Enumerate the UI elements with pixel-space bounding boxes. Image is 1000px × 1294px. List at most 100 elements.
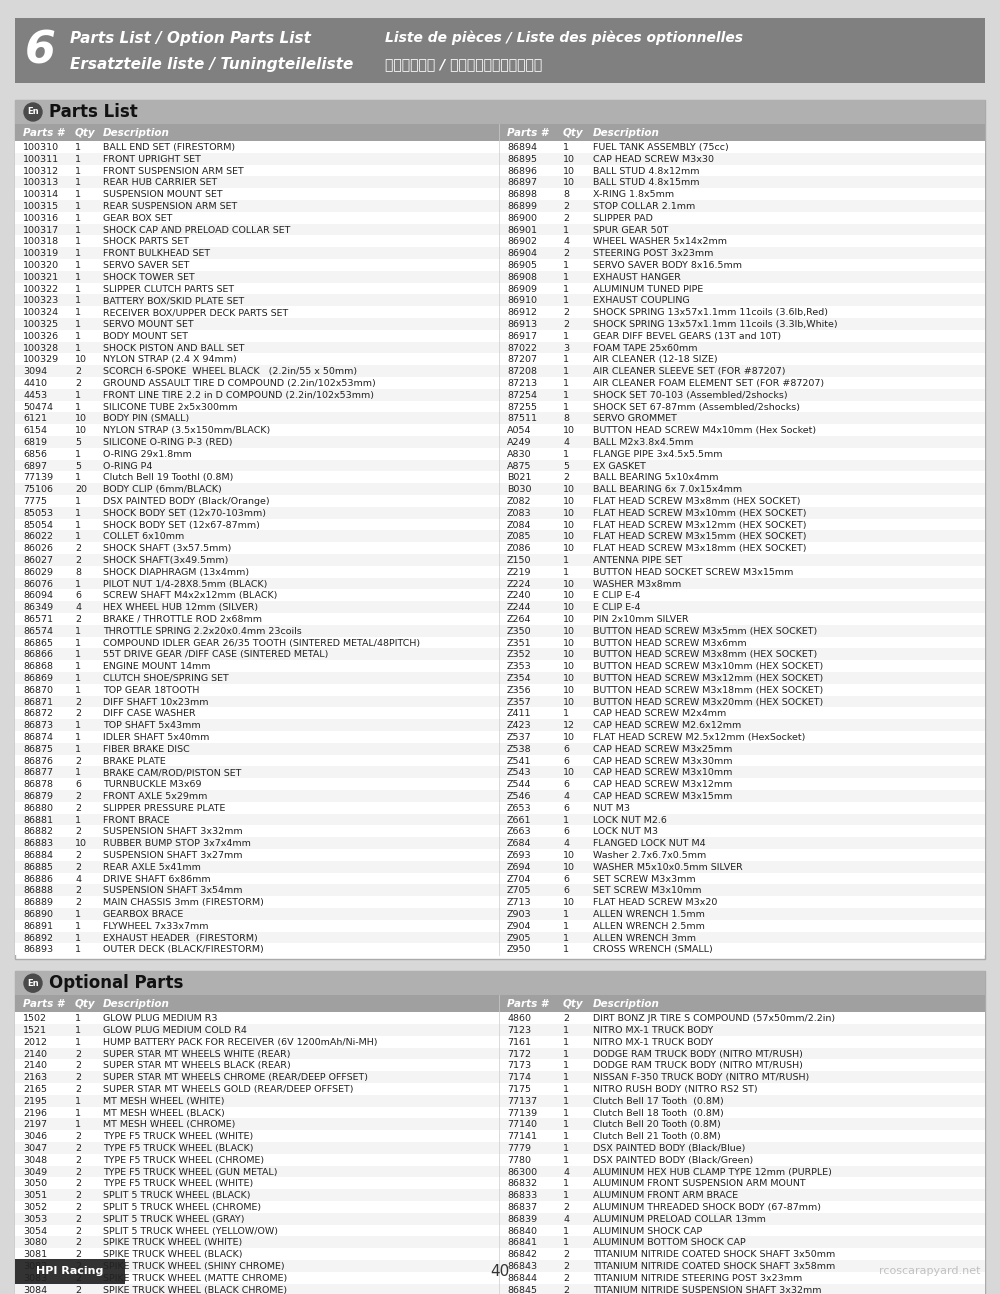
Text: B021: B021	[507, 474, 531, 483]
Bar	[15, 1212, 985, 1224]
Text: 86899: 86899	[507, 202, 537, 211]
Text: 1: 1	[563, 261, 569, 270]
Bar	[15, 176, 985, 188]
Bar	[15, 577, 985, 589]
Text: 1: 1	[75, 721, 81, 730]
Bar	[15, 837, 985, 849]
Text: Z704: Z704	[507, 875, 532, 884]
Text: FRONT BRACE: FRONT BRACE	[103, 815, 170, 824]
Text: SHOCK TOWER SET: SHOCK TOWER SET	[103, 273, 195, 282]
Text: TOP SHAFT 5x43mm: TOP SHAFT 5x43mm	[103, 721, 201, 730]
Text: CAP HEAD SCREW M3x30mm: CAP HEAD SCREW M3x30mm	[593, 757, 732, 766]
Text: CAP HEAD SCREW M3x30: CAP HEAD SCREW M3x30	[593, 155, 714, 164]
Text: 10: 10	[563, 509, 575, 518]
Bar	[15, 802, 985, 814]
Text: WASHER M3x8mm: WASHER M3x8mm	[593, 580, 681, 589]
Text: REAR HUB CARRIER SET: REAR HUB CARRIER SET	[103, 179, 217, 188]
Text: 6: 6	[563, 757, 569, 766]
Text: Description: Description	[103, 999, 170, 1009]
Bar	[15, 814, 985, 826]
Text: 1: 1	[563, 1038, 569, 1047]
Bar	[15, 236, 985, 247]
Text: IDLER SHAFT 5x40mm: IDLER SHAFT 5x40mm	[103, 732, 209, 741]
Text: MT MESH WHEEL (BLACK): MT MESH WHEEL (BLACK)	[103, 1109, 225, 1118]
Text: SLIPPER PRESSURE PLATE: SLIPPER PRESSURE PLATE	[103, 804, 225, 813]
Text: Clutch Bell 20 Tooth (0.8M): Clutch Bell 20 Tooth (0.8M)	[593, 1121, 721, 1130]
Text: 1: 1	[563, 1097, 569, 1106]
Text: Z411: Z411	[507, 709, 532, 718]
Text: 86574: 86574	[23, 626, 53, 635]
Text: Z351: Z351	[507, 639, 532, 647]
Text: 87208: 87208	[507, 367, 537, 377]
Text: 10: 10	[563, 155, 575, 164]
Text: E CLIP E-4: E CLIP E-4	[593, 591, 640, 600]
Text: Z544: Z544	[507, 780, 532, 789]
Text: 86076: 86076	[23, 580, 53, 589]
Text: 1: 1	[563, 1049, 569, 1058]
Text: 4: 4	[563, 1215, 569, 1224]
Text: 1: 1	[563, 1238, 569, 1247]
Text: SERVO SAVER SET: SERVO SAVER SET	[103, 261, 189, 270]
Text: 86839: 86839	[507, 1215, 537, 1224]
Text: 1: 1	[563, 556, 569, 565]
Bar	[15, 100, 985, 959]
Text: BODY MOUNT SET: BODY MOUNT SET	[103, 331, 188, 340]
Bar	[15, 1259, 125, 1284]
Text: 4: 4	[75, 603, 81, 612]
Bar	[15, 1178, 985, 1189]
Text: Parts #: Parts #	[23, 128, 64, 137]
Text: 12: 12	[563, 721, 575, 730]
Text: 10: 10	[563, 686, 575, 695]
Bar	[15, 625, 985, 637]
Text: 87207: 87207	[507, 356, 537, 365]
Text: 10: 10	[563, 651, 575, 660]
Text: 1: 1	[75, 144, 81, 151]
Text: 6897: 6897	[23, 462, 47, 471]
Text: 86841: 86841	[507, 1238, 537, 1247]
Text: O-RING 29x1.8mm: O-RING 29x1.8mm	[103, 450, 192, 459]
Text: 100318: 100318	[23, 237, 59, 246]
Text: 1: 1	[563, 379, 569, 388]
Text: 1: 1	[563, 296, 569, 305]
Text: Z085: Z085	[507, 532, 532, 541]
Text: BALL END SET (FIRESTORM): BALL END SET (FIRESTORM)	[103, 144, 235, 151]
Text: 1: 1	[563, 709, 569, 718]
Text: 2: 2	[75, 1203, 81, 1212]
Text: 6: 6	[25, 28, 56, 72]
Text: SCORCH 6-SPOKE  WHEEL BLACK   (2.2in/55 x 50mm): SCORCH 6-SPOKE WHEEL BLACK (2.2in/55 x 5…	[103, 367, 357, 377]
Text: 4410: 4410	[23, 379, 47, 388]
Text: SHOCK SHAFT (3x57.5mm): SHOCK SHAFT (3x57.5mm)	[103, 545, 231, 554]
Bar	[15, 637, 985, 648]
Text: 10: 10	[75, 840, 87, 848]
Text: 86349: 86349	[23, 603, 53, 612]
Text: 86027: 86027	[23, 556, 53, 565]
Bar	[15, 660, 985, 672]
Text: SHOCK CAP AND PRELOAD COLLAR SET: SHOCK CAP AND PRELOAD COLLAR SET	[103, 225, 290, 234]
Text: NISSAN F-350 TRUCK BODY (NITRO MT/RUSH): NISSAN F-350 TRUCK BODY (NITRO MT/RUSH)	[593, 1073, 809, 1082]
Text: 10: 10	[563, 485, 575, 494]
Bar	[15, 719, 985, 731]
Text: 1: 1	[75, 261, 81, 270]
Text: Optional Parts: Optional Parts	[49, 974, 183, 992]
Bar	[15, 1024, 985, 1035]
Text: RUBBER BUMP STOP 3x7x4mm: RUBBER BUMP STOP 3x7x4mm	[103, 840, 251, 848]
Text: 2: 2	[75, 1250, 81, 1259]
Text: 8: 8	[563, 414, 569, 423]
Text: SERVO MOUNT SET: SERVO MOUNT SET	[103, 320, 194, 329]
Text: Z693: Z693	[507, 851, 532, 861]
Text: HEX WHEEL HUB 12mm (SILVER): HEX WHEEL HUB 12mm (SILVER)	[103, 603, 258, 612]
Text: 2: 2	[75, 1215, 81, 1224]
Text: 86094: 86094	[23, 591, 53, 600]
Text: 100316: 100316	[23, 214, 59, 223]
Text: 2165: 2165	[23, 1084, 47, 1093]
Text: A875: A875	[507, 462, 532, 471]
Text: GLOW PLUG MEDIUM R3: GLOW PLUG MEDIUM R3	[103, 1014, 218, 1024]
Text: SUSPENSION SHAFT 3x27mm: SUSPENSION SHAFT 3x27mm	[103, 851, 242, 861]
Text: 1: 1	[75, 474, 81, 483]
Bar	[15, 212, 985, 224]
Text: A249: A249	[507, 437, 532, 446]
Text: 1: 1	[75, 167, 81, 176]
Text: FLAT HEAD SCREW M3x15mm (HEX SOCKET): FLAT HEAD SCREW M3x15mm (HEX SOCKET)	[593, 532, 806, 541]
Bar	[15, 1201, 985, 1212]
Text: TITANIUM NITRIDE SUSPENSION SHAFT 3x32mm: TITANIUM NITRIDE SUSPENSION SHAFT 3x32mm	[593, 1286, 822, 1294]
